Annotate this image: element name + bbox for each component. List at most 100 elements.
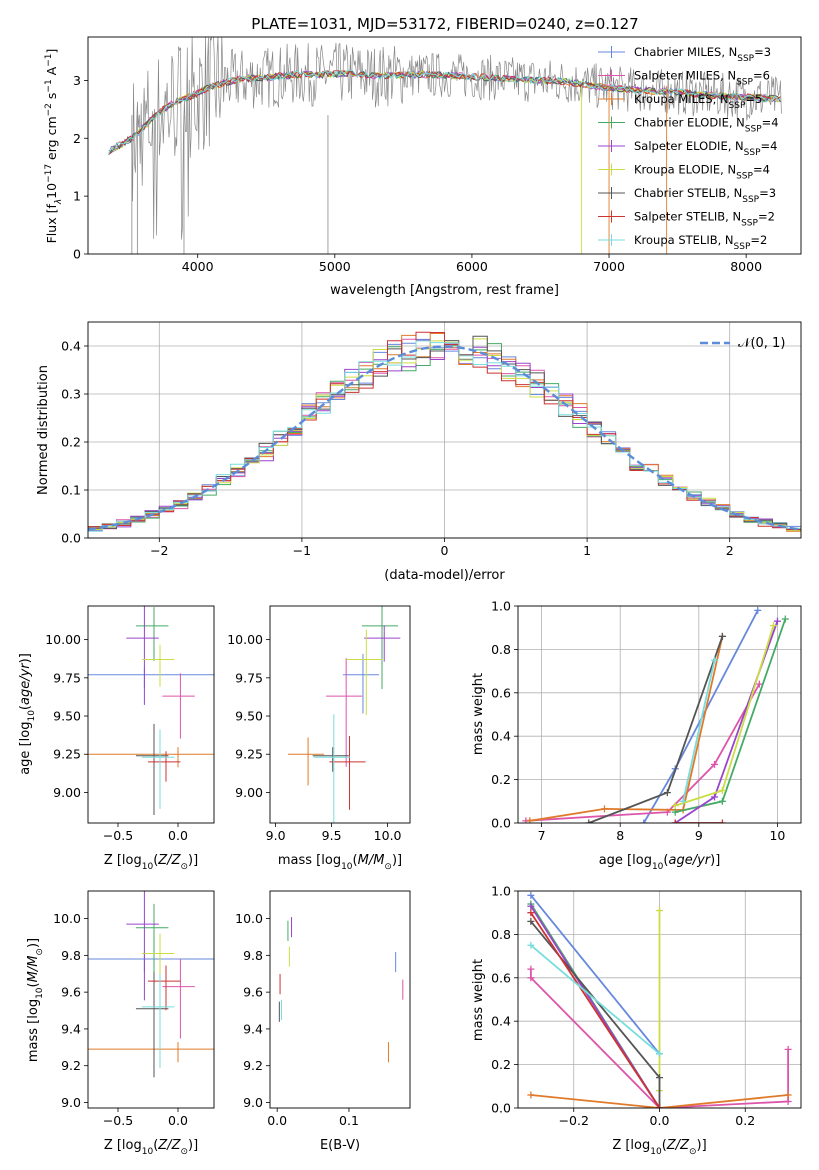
label-part: ( [663,853,668,868]
label-part: ( [18,705,33,710]
y-tick-label: 10.00 [45,632,81,647]
label-part: λ [54,199,64,205]
x-tick-label: 0.0 [650,1113,670,1128]
x-tick-label: −0.5 [103,828,133,843]
y-tick-label: 2 [73,131,81,146]
axes-frame [517,605,802,824]
label-part: )] [18,653,33,663]
y-tick-label: 0.2 [491,1057,511,1072]
label-part: ( [353,853,358,868]
weight-line-k_miles [530,1094,789,1108]
weight-line-k_stelib [530,944,661,1055]
label-part: Z/Z [666,1138,690,1153]
x-axis-label: Z [log10(Z/Z⊙)] [612,1138,706,1157]
label-part: ( [662,1138,667,1153]
label-part: M/M [358,853,385,868]
label-part: erg cm [44,116,59,164]
grid [518,605,801,824]
label-part: 10 [35,987,45,999]
y-tick-label: 9.2 [61,1058,81,1073]
label-part: ⊙ [384,862,392,872]
label-part: SSP [736,172,753,182]
label-part: =4 [762,116,779,130]
label-part: )] [188,853,198,868]
axes-frame [87,321,802,539]
y-tick-label: 0.2 [491,772,511,787]
panel-weight_Z: −0.2 0.0 0.2 0.0 0.2 0.4 0.6 0.8 1.0 Z [log10(Z/Z… [471,884,802,1157]
label-part: age [log [18,722,33,775]
y-tick-label: 9.75 [235,670,263,685]
y-tick-label: 9.0 [243,1095,263,1110]
y-tick-label: 9.00 [53,785,81,800]
x-tick-label: 9.0 [266,828,286,843]
plot-area [522,606,789,823]
weight-line-c_elodie [674,618,787,813]
label-part: −1 [44,54,54,67]
label-part: Z [log [104,1138,142,1153]
label-part: −1 [44,79,54,92]
panel-age_mass: 9.0 9.5 10.0 9.00 9.25 9.50 9.75 10.00 mass [log… [227,605,411,872]
y-tick-label: 1.0 [491,599,511,614]
y-tick-label: 10.0 [235,911,263,926]
y-tick-label: 9.6 [243,985,263,1000]
x-tick-label: −0.2 [559,1113,589,1128]
weight-line-k_stelib [682,660,716,802]
y-tick-label: 0.6 [491,970,511,985]
y-tick-label: 0.1 [61,483,81,498]
weight-line-s_stelib [530,912,661,1108]
legend-entry: Salpeter MILES, NSSP=6 [634,69,770,88]
y-tick-label: 0.2 [61,435,81,450]
legend-entry: 𝒩(0, 1) [738,336,785,351]
x-axis-label: mass [log10(M/M⊙)] [278,853,402,872]
weight-line-s_miles [525,683,761,822]
y-tick-label: 10.00 [227,632,263,647]
x-tick-label: −2 [150,543,168,558]
label-part: =3 [759,186,776,200]
y-tick-label: 9.0 [61,1095,81,1110]
weight-line-c_miles [530,894,661,1055]
legend-entry: Salpeter STELIB, NSSP=2 [634,210,775,229]
label-part: Kroupa STELIB, N [634,233,734,247]
x-tick-label: 0.1 [339,1113,359,1128]
panel-spectrum: 4000 5000 6000 7000 8000 0 1 2 3 Chabrier MILES, … [44,36,802,298]
label-part: =2 [750,233,767,247]
y-tick-label: 9.25 [235,747,263,762]
axes-frame [87,36,802,255]
legend-entry: Salpeter ELODIE, NSSP=4 [634,139,777,158]
y-tick-label: 1 [73,189,81,204]
y-tick-label: 9.00 [235,785,263,800]
x-axis-label: Z [log10(Z/Z⊙)] [104,853,198,872]
grid [88,322,801,539]
label-part: =3 [754,45,771,59]
legend-entry: Chabrier ELODIE, NSSP=4 [634,116,779,135]
label-part: Kroupa MILES, N [634,92,729,106]
label-part: −17 [44,164,54,183]
legend-entry: Kroupa STELIB, NSSP=2 [634,233,767,252]
y-tick-label: 0.0 [491,816,511,831]
label-part: 10 [142,1147,154,1157]
label-part: ⊙ [689,1147,697,1157]
panel-mass_ebv: 0.0 0.1 9.0 9.2 9.4 9.6 9.8 10.0 E(B-V) [235,890,411,1153]
y-tick-label: 0.4 [491,1014,511,1029]
label-part: 10 [44,183,59,199]
x-tick-label: 6000 [456,259,488,274]
label-part: Chabrier MILES, N [634,45,737,59]
y-tick-label: 0.3 [61,387,81,402]
label-part: 10 [341,862,353,872]
x-tick-label: 9 [695,828,703,843]
y-tick-label: 9.25 [53,747,81,762]
y-tick-label: 9.6 [61,985,81,1000]
x-tick-label: 0.2 [735,1113,755,1128]
axes-frame [269,605,411,824]
plot-area [527,891,792,1108]
label-part: mass [log [26,999,41,1062]
y-axis-label: Normed distribution [36,365,51,495]
x-tick-label: 0.0 [168,1113,188,1128]
axes-frame [269,890,411,1109]
legend-entry: Kroupa MILES, NSSP=5 [634,92,762,111]
label-part: ] [44,49,59,54]
label-part: =6 [753,69,770,83]
y-axis-label: Flux [fλ10−17 erg cm−2 s−1 A−1] [44,49,64,244]
